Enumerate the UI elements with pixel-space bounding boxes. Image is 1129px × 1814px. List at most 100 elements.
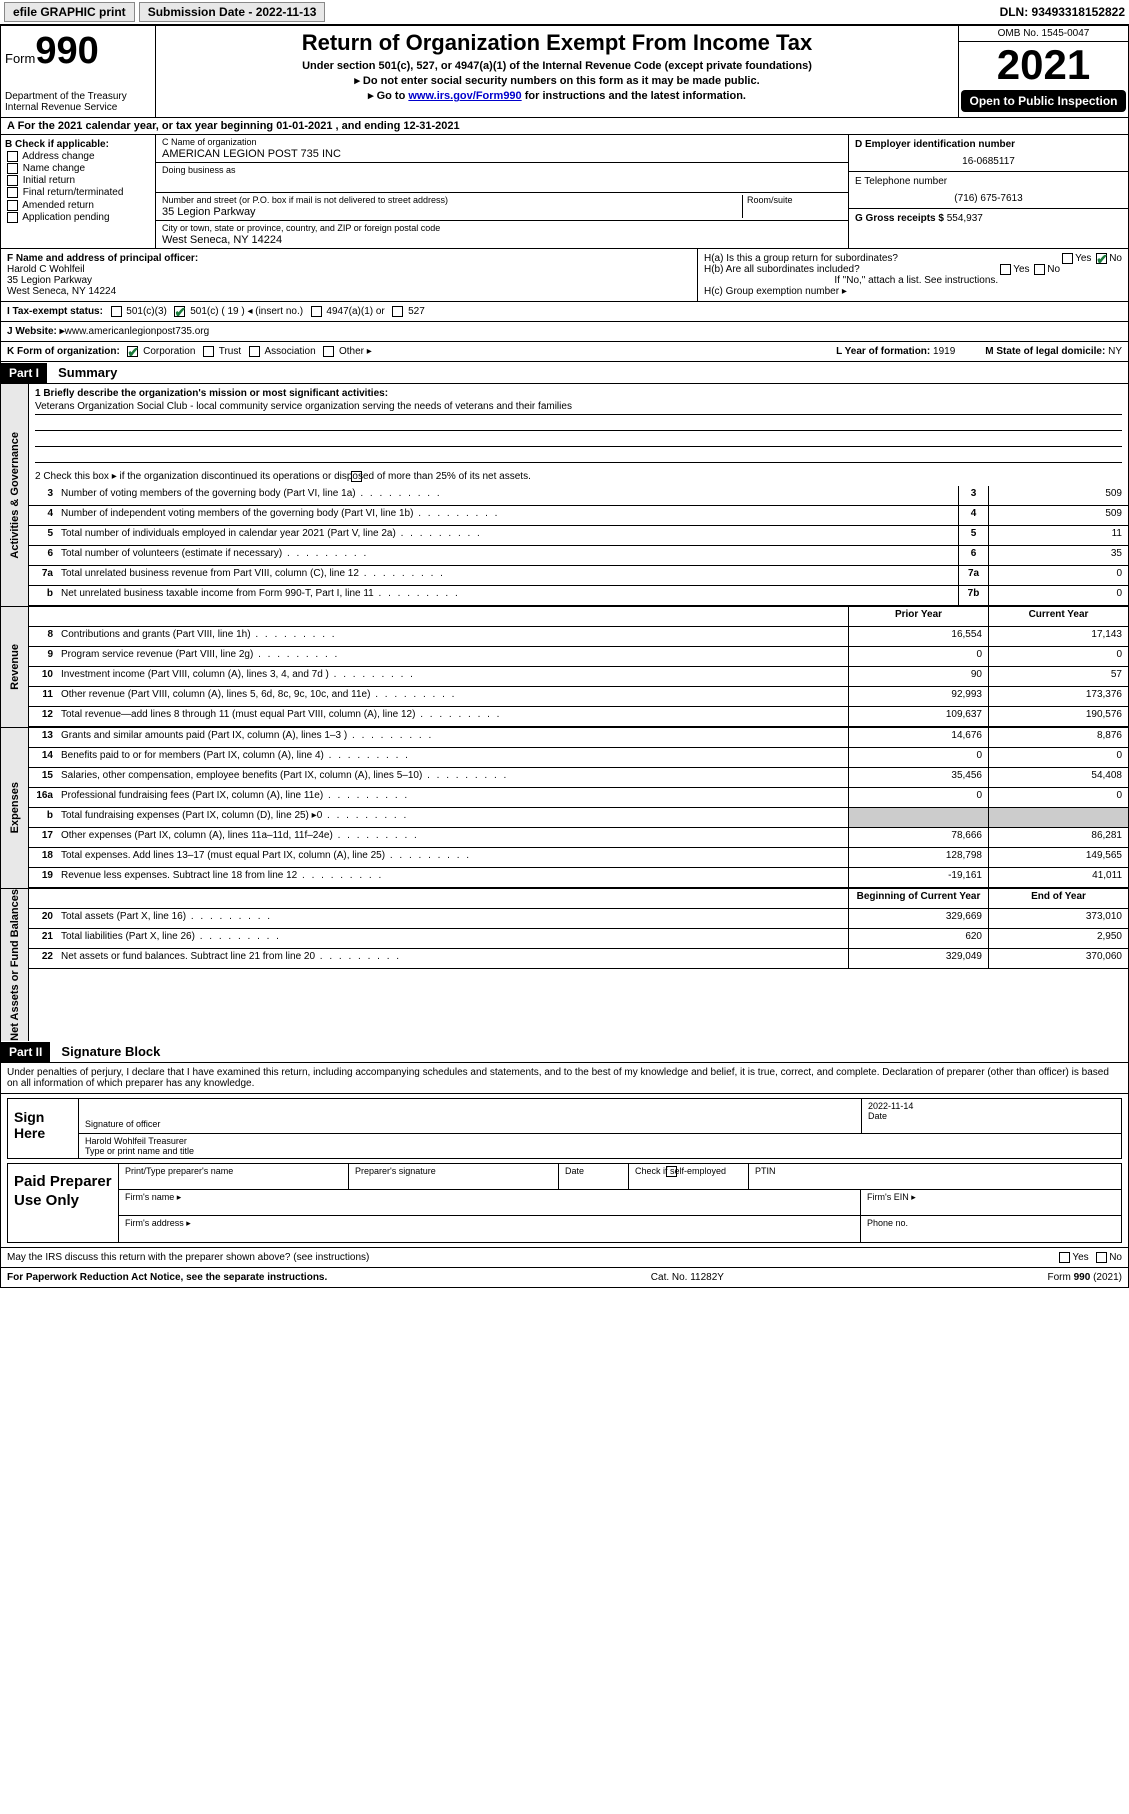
prior-val: 16,554 xyxy=(848,627,988,646)
form-ref: Form 990 (2021) xyxy=(1048,1272,1122,1283)
hdr-curr: Current Year xyxy=(988,607,1128,626)
chk-527[interactable] xyxy=(392,306,403,317)
sig-officer-label: Signature of officer xyxy=(85,1119,160,1129)
chk-discontinued[interactable] xyxy=(351,471,362,482)
line-desc: Benefits paid to or for members (Part IX… xyxy=(57,748,848,767)
line-desc: Contributions and grants (Part VIII, lin… xyxy=(57,627,848,646)
name-label: C Name of organization xyxy=(162,137,842,147)
officer-addr1: 35 Legion Parkway xyxy=(7,275,92,286)
chk-501c[interactable] xyxy=(174,306,185,317)
phone-label: E Telephone number xyxy=(855,176,947,187)
firm-ein-label: Firm's EIN ▸ xyxy=(861,1190,1121,1215)
row-k-org-form: K Form of organization: Corporation Trus… xyxy=(1,342,1128,362)
prior-val: 329,049 xyxy=(848,949,988,968)
chk-assoc[interactable] xyxy=(249,346,260,357)
hb-label: H(b) Are all subordinates included? xyxy=(704,264,860,275)
declaration: Under penalties of perjury, I declare th… xyxy=(1,1063,1128,1094)
part1-badge: Part I xyxy=(1,363,47,383)
part1-header-row: Part I Summary xyxy=(1,362,1128,384)
line-desc: Total liabilities (Part X, line 26) xyxy=(57,929,848,948)
hb-yes[interactable] xyxy=(1000,264,1011,275)
line-num: 9 xyxy=(29,647,57,666)
line-box: 7b xyxy=(958,586,988,605)
line-num: 21 xyxy=(29,929,57,948)
chk-amended[interactable]: Amended return xyxy=(5,200,151,211)
chk-final[interactable]: Final return/terminated xyxy=(5,187,151,198)
prior-val xyxy=(848,808,988,827)
prep-sig-label: Preparer's signature xyxy=(349,1164,559,1189)
prior-val: 620 xyxy=(848,929,988,948)
ha-no[interactable] xyxy=(1096,253,1107,264)
title-box: Return of Organization Exempt From Incom… xyxy=(156,26,958,117)
row-f-h: F Name and address of principal officer:… xyxy=(1,249,1128,302)
curr-val: 173,376 xyxy=(988,687,1128,706)
chk-pending[interactable]: Application pending xyxy=(5,212,151,223)
chk-corp[interactable] xyxy=(127,346,138,357)
officer-typed-name: Harold Wohlfeil Treasurer xyxy=(85,1136,1115,1146)
curr-val: 370,060 xyxy=(988,949,1128,968)
curr-val xyxy=(988,808,1128,827)
phone-value: (716) 675-7613 xyxy=(855,193,1122,204)
officer-name: Harold C Wohlfeil xyxy=(7,264,85,275)
prior-val: -19,161 xyxy=(848,868,988,887)
chk-4947[interactable] xyxy=(311,306,322,317)
data-line: 19 Revenue less expenses. Subtract line … xyxy=(29,868,1128,888)
chk-address[interactable]: Address change xyxy=(5,151,151,162)
discuss-yes[interactable] xyxy=(1059,1252,1070,1263)
hdr-end: End of Year xyxy=(988,889,1128,908)
revenue-header: Prior Year Current Year xyxy=(29,607,1128,627)
governance-section: Activities & Governance 1 Briefly descri… xyxy=(1,384,1128,606)
form-header: Form990 Department of the Treasury Inter… xyxy=(1,26,1128,118)
curr-val: 8,876 xyxy=(988,728,1128,747)
expenses-tab: Expenses xyxy=(1,728,29,888)
data-line: 12 Total revenue—add lines 8 through 11 … xyxy=(29,707,1128,727)
line-num: 6 xyxy=(29,546,57,565)
l-label: L Year of formation: xyxy=(836,346,933,357)
curr-val: 0 xyxy=(988,748,1128,767)
ha-yes[interactable] xyxy=(1062,253,1073,264)
line-desc: Salaries, other compensation, employee b… xyxy=(57,768,848,787)
prior-val: 0 xyxy=(848,748,988,767)
form-id-box: Form990 Department of the Treasury Inter… xyxy=(1,26,156,117)
chk-name[interactable]: Name change xyxy=(5,163,151,174)
gov-line: 7a Total unrelated business revenue from… xyxy=(29,566,1128,586)
chk-501c3[interactable] xyxy=(111,306,122,317)
chk-other[interactable] xyxy=(323,346,334,357)
chk-self-employed[interactable] xyxy=(666,1166,677,1177)
chk-trust[interactable] xyxy=(203,346,214,357)
line-num: 3 xyxy=(29,486,57,505)
prep-ptin-label: PTIN xyxy=(749,1164,1121,1189)
line-box: 5 xyxy=(958,526,988,545)
form-title: Return of Organization Exempt From Incom… xyxy=(164,30,950,56)
gov-line: 6 Total number of volunteers (estimate i… xyxy=(29,546,1128,566)
line-num: 8 xyxy=(29,627,57,646)
discuss-no[interactable] xyxy=(1096,1252,1107,1263)
line-desc: Total fundraising expenses (Part IX, col… xyxy=(57,808,848,827)
discuss-label: May the IRS discuss this return with the… xyxy=(7,1252,369,1263)
prior-val: 90 xyxy=(848,667,988,686)
data-line: 11 Other revenue (Part VIII, column (A),… xyxy=(29,687,1128,707)
prior-val: 35,456 xyxy=(848,768,988,787)
data-line: 15 Salaries, other compensation, employe… xyxy=(29,768,1128,788)
chk-initial[interactable]: Initial return xyxy=(5,175,151,186)
curr-val: 57 xyxy=(988,667,1128,686)
pra-notice: For Paperwork Reduction Act Notice, see … xyxy=(7,1272,327,1283)
curr-val: 17,143 xyxy=(988,627,1128,646)
hb-no[interactable] xyxy=(1034,264,1045,275)
line-desc: Net unrelated business taxable income fr… xyxy=(57,586,958,605)
efile-button[interactable]: efile GRAPHIC print xyxy=(4,2,135,22)
irs-link[interactable]: www.irs.gov/Form990 xyxy=(408,90,521,102)
h-note: If "No," attach a list. See instructions… xyxy=(704,275,1122,286)
omb-number: OMB No. 1545-0047 xyxy=(959,26,1128,42)
line-box: 4 xyxy=(958,506,988,525)
line-desc: Professional fundraising fees (Part IX, … xyxy=(57,788,848,807)
i-label: I Tax-exempt status: xyxy=(7,306,103,317)
part2-badge: Part II xyxy=(1,1042,50,1062)
line-desc: Number of voting members of the governin… xyxy=(57,486,958,505)
curr-val: 54,408 xyxy=(988,768,1128,787)
data-line: 14 Benefits paid to or for members (Part… xyxy=(29,748,1128,768)
tax-year: 2021 xyxy=(959,42,1128,88)
line-desc: Total expenses. Add lines 13–17 (must eq… xyxy=(57,848,848,867)
gross-label: G Gross receipts $ xyxy=(855,213,947,224)
line-desc: Revenue less expenses. Subtract line 18 … xyxy=(57,868,848,887)
